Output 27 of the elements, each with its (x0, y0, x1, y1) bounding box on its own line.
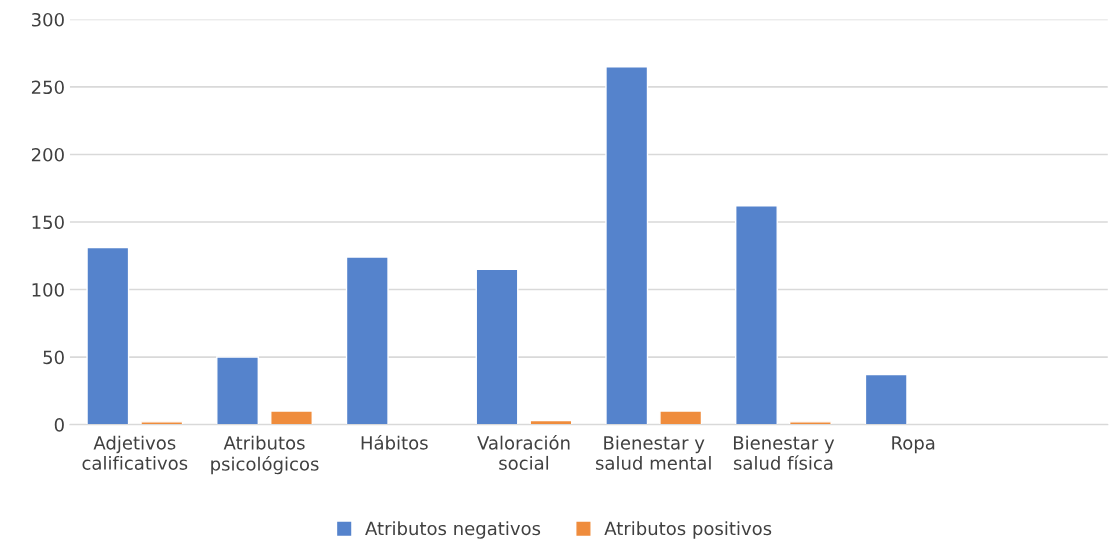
y-tick-label: 0 (54, 418, 64, 432)
y-tick-label: 50 (43, 350, 64, 365)
legend-label: Atributos negativos (365, 521, 541, 539)
bar (216, 356, 259, 425)
y-tick-label: 300 (31, 12, 64, 27)
legend-label: Atributos positivos (604, 521, 772, 539)
bar (735, 205, 778, 425)
x-tick-label: Ropa (892, 436, 935, 454)
y-tick-label: 150 (32, 215, 64, 230)
x-tick-label: Bienestar y salud mental (595, 435, 711, 470)
x-tick-label: Adjetivos calificativos (82, 435, 188, 470)
y-tick-label: 200 (31, 147, 64, 162)
bar (140, 421, 184, 425)
y-tick-label: 250 (31, 80, 64, 95)
x-tick-label: Bienestar y salud física (733, 435, 835, 470)
x-tick-label: Atributos psicológicos (211, 435, 319, 475)
bar (86, 246, 130, 425)
bar (605, 65, 649, 425)
bar (475, 268, 519, 425)
y-tick-label: 100 (32, 282, 64, 297)
x-tick-label: Hábitos (361, 434, 428, 450)
bar (659, 410, 703, 425)
bar (345, 256, 389, 425)
bar (864, 373, 908, 425)
x-tick-label: Valoración social (477, 434, 570, 470)
bar (270, 410, 313, 425)
bar (788, 421, 832, 425)
